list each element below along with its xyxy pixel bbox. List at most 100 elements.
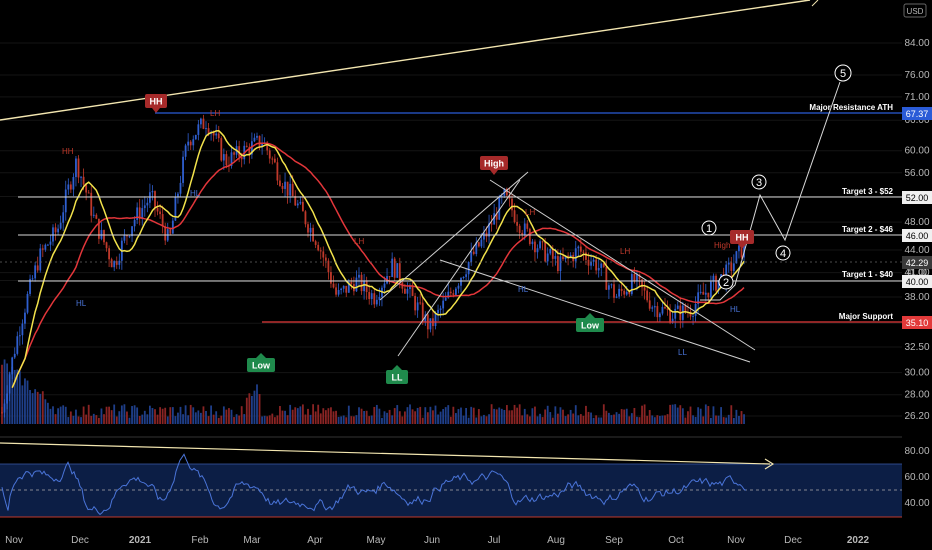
candle-body — [215, 133, 218, 136]
candle-body — [378, 296, 381, 300]
volume-bar — [429, 406, 432, 424]
volume-bar — [444, 407, 447, 424]
volume-bar — [205, 410, 207, 424]
candle-body — [205, 128, 207, 130]
volume-bar — [108, 406, 110, 424]
price-tick-label: 71.00 — [904, 92, 929, 103]
price-tick-label: 28.00 — [904, 390, 929, 401]
volume-bar — [345, 417, 348, 424]
candle-body — [350, 281, 353, 285]
candle-body — [692, 315, 694, 317]
time-tick-label: Dec — [784, 535, 802, 546]
volume-bar — [373, 406, 376, 424]
candle-body — [620, 288, 623, 291]
candle-body — [391, 258, 394, 277]
candle-body — [411, 286, 414, 296]
candle-body — [1, 412, 3, 414]
candle-body — [251, 141, 253, 155]
volume-bar — [516, 407, 518, 424]
volume-bar — [294, 407, 297, 424]
candle-body — [472, 251, 475, 255]
volume-bar — [452, 406, 455, 424]
candle-body — [707, 292, 710, 298]
candle-body — [638, 274, 641, 280]
candle-body — [557, 256, 559, 272]
candle-body — [577, 246, 580, 249]
volume-bar — [319, 413, 322, 424]
volume-bar — [480, 416, 483, 424]
candle-body — [337, 289, 340, 295]
candle-body — [182, 156, 184, 183]
candle-body — [393, 258, 396, 278]
svg-text:5: 5 — [840, 68, 846, 80]
volume-bar — [498, 407, 501, 424]
candle-body — [225, 154, 228, 166]
volume-bar — [159, 407, 161, 424]
rsi-trendline-arrow — [764, 458, 775, 470]
candle-body — [567, 255, 569, 257]
volume-bar — [312, 404, 314, 424]
volume-bar — [419, 406, 422, 424]
candle-body — [164, 226, 167, 241]
volume-bar — [495, 409, 498, 424]
slow-moving-average-line — [11, 142, 745, 389]
volume-bar — [31, 393, 34, 424]
candle-body — [11, 357, 14, 375]
volume-bar — [75, 409, 77, 424]
price-tick-label: 48.00 — [904, 217, 929, 228]
volume-bar — [661, 415, 664, 424]
candle-body — [554, 256, 557, 259]
svg-text:Low: Low — [252, 361, 271, 371]
volume-bar — [518, 404, 521, 424]
volume-bar — [449, 416, 452, 424]
volume-bar — [544, 409, 547, 424]
price-tick-label: 84.00 — [904, 38, 929, 49]
volume-bar — [697, 407, 700, 424]
volume-bar — [620, 409, 623, 424]
volume-bar — [210, 405, 212, 424]
currency-box — [903, 3, 927, 18]
candlestick-series — [1, 114, 745, 418]
candle-body — [13, 353, 16, 358]
volume-bar — [220, 415, 223, 424]
volume-bar — [118, 411, 121, 424]
volume-bar — [577, 415, 580, 424]
volume-bar — [689, 406, 692, 424]
svg-text:HL: HL — [730, 305, 741, 314]
candle-body — [590, 261, 592, 266]
hh-badge-jan: HH — [145, 94, 167, 113]
volume-bar — [615, 412, 618, 424]
rsi-tick-label: 40.00 — [904, 498, 929, 509]
volume-bar — [633, 407, 636, 424]
candle-body — [41, 248, 44, 250]
volume-bar — [579, 414, 582, 424]
volume-bar — [335, 410, 337, 424]
candle-body — [424, 314, 427, 323]
svg-text:40.00: 40.00 — [906, 277, 929, 287]
volume-bar — [457, 409, 460, 424]
svg-text:HH: HH — [62, 147, 74, 156]
svg-text:LH: LH — [620, 247, 630, 256]
candle-body — [72, 177, 75, 190]
time-tick-label: Jul — [488, 535, 501, 546]
candle-body — [151, 191, 154, 193]
volume-bar — [174, 416, 177, 424]
candle-body — [358, 274, 360, 278]
volume-bar — [656, 415, 659, 424]
wave-4-label: 4 — [775, 245, 791, 261]
volume-bar — [302, 404, 304, 424]
rsi-line — [1, 453, 747, 516]
volume-bar — [52, 406, 54, 424]
candle-body — [710, 281, 712, 298]
svg-text:LH: LH — [525, 208, 535, 217]
volume-bar — [39, 393, 42, 424]
candle-body — [21, 323, 24, 336]
candle-body — [324, 257, 327, 261]
volume-bar — [126, 411, 128, 424]
volume-bar — [674, 404, 677, 424]
volume-bar — [245, 397, 248, 424]
volume-bar — [212, 414, 215, 424]
volume-bar — [439, 411, 442, 424]
candle-body — [136, 207, 139, 220]
